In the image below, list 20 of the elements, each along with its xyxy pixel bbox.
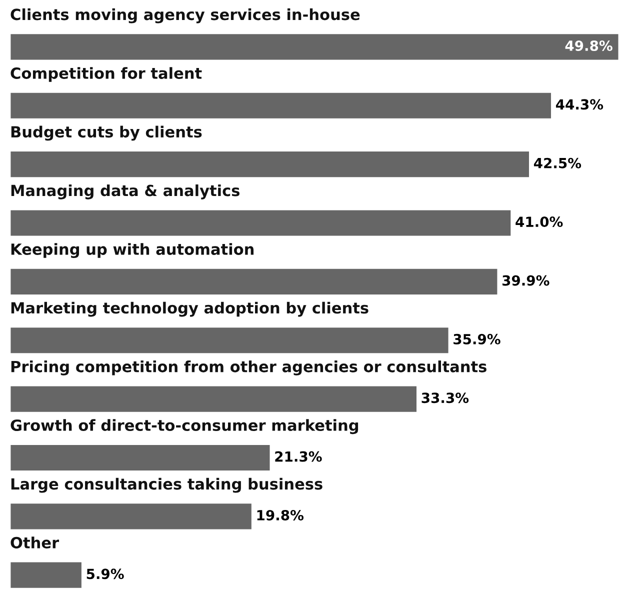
y-tick-label: Keeping up with automation bbox=[11, 243, 254, 258]
data-label: 41.0% bbox=[516, 216, 563, 228]
y-tick-label: Growth of direct-to-consumer marketing bbox=[10, 419, 358, 434]
y-tick-label: Other bbox=[10, 536, 60, 548]
y-tick-label: Pricing competition from other agencies or consultants bbox=[11, 360, 486, 376]
y-tick-label: Clients moving agency services in-house bbox=[10, 8, 360, 24]
data-label: 35.9% bbox=[454, 334, 500, 344]
data-label: 39.9% bbox=[502, 275, 550, 286]
y-tick-label: Competition for talent bbox=[10, 67, 202, 82]
data-label: 49.8% bbox=[565, 40, 612, 51]
data-label: 19.8% bbox=[257, 510, 304, 520]
y-tick-label: Managing data & analytics bbox=[11, 184, 240, 200]
data-label: 42.5% bbox=[534, 158, 582, 168]
data-label: 21.3% bbox=[275, 451, 322, 462]
y-tick-label: Marketing technology adoption by clients bbox=[11, 302, 368, 317]
data-label: 5.9% bbox=[86, 568, 124, 580]
data-label: 33.3% bbox=[422, 392, 469, 404]
data-label: 44.3% bbox=[556, 99, 604, 110]
y-tick-label: Large consultancies taking business bbox=[11, 478, 322, 493]
y-tick-label: Budget cuts by clients bbox=[11, 126, 202, 141]
